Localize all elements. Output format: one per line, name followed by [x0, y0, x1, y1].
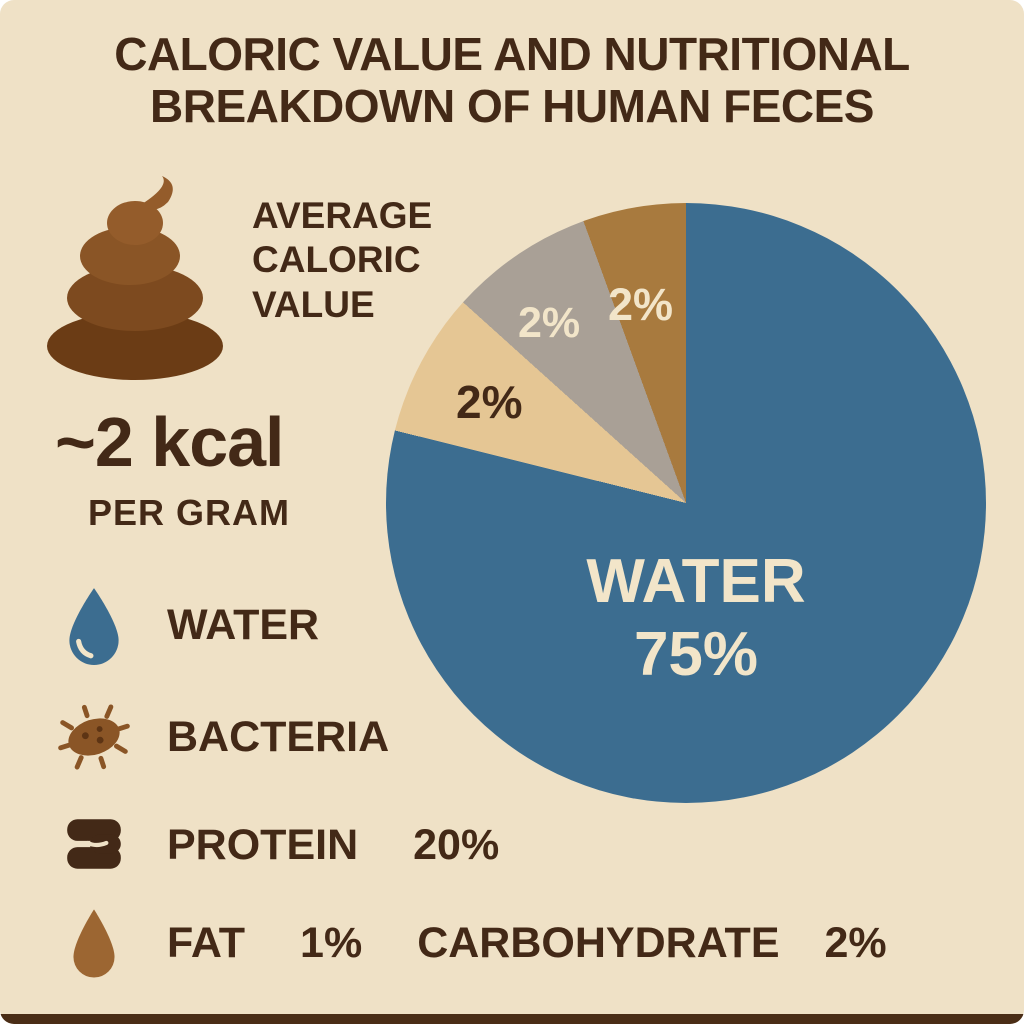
caloric-value: ~2 kcal: [55, 403, 284, 481]
legend-protein-label: PROTEIN: [167, 820, 359, 869]
page-title-line1: CALORIC VALUE AND NUTRITIONAL: [114, 28, 910, 80]
legend-fat-label: FAT: [167, 918, 246, 967]
legend-bacteria-label: BACTERIA: [167, 712, 390, 761]
fat-drop-icon: [55, 900, 133, 986]
legend-carbohydrate-label: CARBOHYDRATE: [417, 918, 780, 967]
pie-slice-label-brown: 2%: [608, 279, 674, 330]
caloric-unit: PER GRAM: [88, 492, 291, 533]
protein-icon: [55, 802, 133, 888]
water-drop-icon: [55, 582, 133, 668]
page-title-line2: BREAKDOWN OF HUMAN FECES: [150, 80, 874, 133]
legend-carbohydrate-value: 2%: [824, 918, 887, 967]
caloric-label-line3: VALUE: [252, 283, 375, 325]
legend-row-protein: PROTEIN 20%: [55, 802, 499, 888]
footer-bar: [0, 1014, 1024, 1024]
legend-water-label: WATER: [167, 600, 320, 649]
legend-row-water: WATER: [55, 582, 319, 668]
pie-slice-label-water: WATER 75%: [536, 545, 856, 691]
bacteria-icon: [55, 694, 133, 780]
legend-row-bacteria: BACTERIA: [55, 694, 389, 780]
legend-row-fat: FAT 1% CARBOHYDRATE 2%: [55, 900, 887, 986]
legend-fat-value: 1%: [300, 918, 363, 967]
pie-water-label-text: WATER: [586, 547, 806, 616]
pie-water-label-value: 75%: [633, 620, 759, 690]
pie-slice-label-gray: 2%: [518, 299, 581, 347]
legend-protein-value: 20%: [413, 820, 500, 869]
caloric-label: AVERAGE CALORIC VALUE: [252, 194, 432, 327]
pie-slice-label-tan: 2%: [456, 376, 523, 428]
pie-chart: 2% 2% 2% WATER 75%: [386, 203, 986, 803]
caloric-label-line1: AVERAGE: [252, 195, 433, 236]
poop-icon: [47, 176, 223, 380]
page-title: CALORIC VALUE AND NUTRITIONAL BREAKDOWN …: [0, 28, 1024, 133]
caloric-label-line2: CALORIC: [252, 239, 421, 281]
